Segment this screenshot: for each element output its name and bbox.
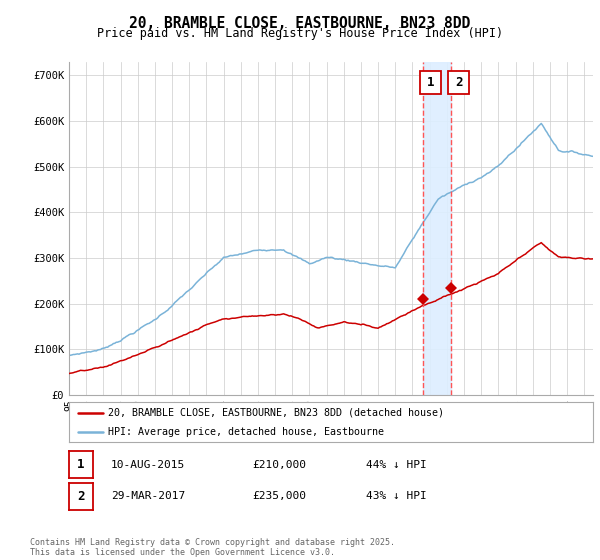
Text: 20, BRAMBLE CLOSE, EASTBOURNE, BN23 8DD: 20, BRAMBLE CLOSE, EASTBOURNE, BN23 8DD — [130, 16, 470, 31]
Text: 10-AUG-2015: 10-AUG-2015 — [111, 460, 185, 470]
Text: 20, BRAMBLE CLOSE, EASTBOURNE, BN23 8DD (detached house): 20, BRAMBLE CLOSE, EASTBOURNE, BN23 8DD … — [108, 408, 444, 418]
Text: 43% ↓ HPI: 43% ↓ HPI — [366, 491, 427, 501]
Text: 1: 1 — [427, 76, 434, 88]
Bar — [423, 62, 451, 395]
Text: 1: 1 — [77, 458, 85, 472]
Text: HPI: Average price, detached house, Eastbourne: HPI: Average price, detached house, East… — [108, 427, 384, 436]
FancyBboxPatch shape — [421, 71, 441, 94]
Text: Contains HM Land Registry data © Crown copyright and database right 2025.
This d: Contains HM Land Registry data © Crown c… — [30, 538, 395, 557]
Text: £210,000: £210,000 — [252, 460, 306, 470]
Text: 2: 2 — [455, 76, 463, 88]
Text: 29-MAR-2017: 29-MAR-2017 — [111, 491, 185, 501]
Text: 2: 2 — [77, 489, 85, 503]
Text: Price paid vs. HM Land Registry's House Price Index (HPI): Price paid vs. HM Land Registry's House … — [97, 27, 503, 40]
Text: £235,000: £235,000 — [252, 491, 306, 501]
Text: 44% ↓ HPI: 44% ↓ HPI — [366, 460, 427, 470]
FancyBboxPatch shape — [448, 71, 469, 94]
